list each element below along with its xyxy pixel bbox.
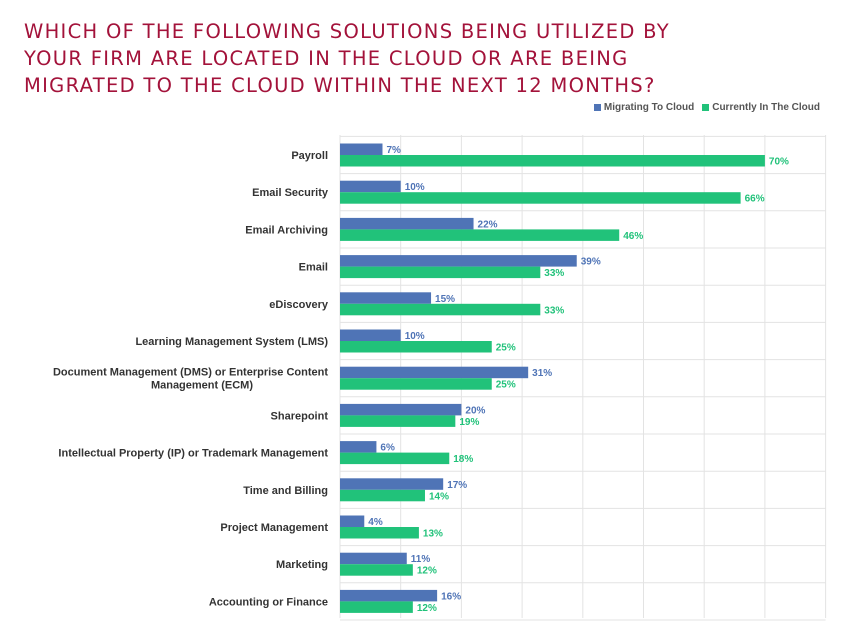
bar-migrating xyxy=(340,217,474,230)
bar-migrating xyxy=(340,329,401,341)
value-label-current: 70% xyxy=(769,157,789,168)
legend-item-migrating: Migrating To Cloud xyxy=(593,102,695,113)
category-label-line: Email Security xyxy=(252,187,329,199)
value-label-current: 66% xyxy=(745,194,765,205)
bar-current xyxy=(340,192,741,204)
bar-migrating xyxy=(340,180,401,193)
category-label-line: Intellectual Property (IP) or Trademark … xyxy=(58,448,328,460)
bar-current xyxy=(340,564,413,576)
category-label: Email Security xyxy=(252,187,329,199)
bar-migrating xyxy=(340,292,432,304)
category-label-line: Payroll xyxy=(291,150,328,162)
category-label: Email Archiving xyxy=(245,224,328,236)
value-label-current: 12% xyxy=(417,566,437,577)
value-label-migrating: 10% xyxy=(405,331,425,342)
category-label: eDiscovery xyxy=(269,299,329,311)
category-label: Email xyxy=(299,262,328,274)
bar-migrating xyxy=(340,366,529,379)
category-label-line: Project Management xyxy=(220,522,328,534)
value-label-migrating: 10% xyxy=(405,182,425,193)
category-label: Intellectual Property (IP) or Trademark … xyxy=(58,448,328,460)
chart-title: WHICH OF THE FOLLOWING SOLUTIONS BEING U… xyxy=(24,20,670,97)
legend-label-migrating: Migrating To Cloud xyxy=(603,102,695,113)
bar-current xyxy=(340,155,765,167)
bar-current xyxy=(340,527,419,539)
value-label-current: 46% xyxy=(623,231,643,242)
bar-current xyxy=(340,303,541,316)
category-label-line: Management (ECM) xyxy=(151,380,253,392)
bar-current xyxy=(340,266,541,279)
legend-item-current: Currently In The Cloud xyxy=(702,102,820,113)
category-label: Accounting or Finance xyxy=(209,596,328,608)
bar-migrating xyxy=(340,478,444,490)
bar-migrating xyxy=(340,589,438,602)
value-label-migrating: 39% xyxy=(581,257,601,268)
value-label-current: 18% xyxy=(453,454,473,465)
bar-current xyxy=(340,452,450,465)
category-label: Document Management (DMS) or Enterprise … xyxy=(53,367,328,392)
value-label-current: 12% xyxy=(417,603,437,614)
category-label: Time and Billing xyxy=(243,485,328,497)
bar-current xyxy=(340,415,456,427)
value-label-migrating: 15% xyxy=(435,294,455,305)
bar-migrating xyxy=(340,441,377,453)
bar-migrating xyxy=(340,552,407,565)
category-label-line: Email xyxy=(299,262,328,274)
category-label-line: Sharepoint xyxy=(271,410,329,422)
bar-migrating xyxy=(340,515,365,527)
category-label: Sharepoint xyxy=(271,410,329,422)
value-label-migrating: 22% xyxy=(478,219,498,230)
chart-legend: Migrating To Cloud Currently In The Clou… xyxy=(593,102,820,113)
bar-migrating xyxy=(340,403,462,416)
category-label: Payroll xyxy=(291,150,328,162)
bar-migrating xyxy=(340,255,577,267)
value-label-migrating: 17% xyxy=(447,480,467,491)
category-label-line: Document Management (DMS) or Enterprise … xyxy=(53,367,328,379)
category-label-line: Accounting or Finance xyxy=(209,596,328,608)
category-label: Marketing xyxy=(276,559,328,571)
value-label-migrating: 16% xyxy=(441,591,461,602)
category-label: Project Management xyxy=(220,522,328,534)
bar-current xyxy=(340,378,492,390)
category-label-line: Time and Billing xyxy=(243,485,328,497)
value-label-current: 25% xyxy=(496,343,516,354)
value-label-migrating: 20% xyxy=(465,405,485,416)
bar-current xyxy=(340,489,425,502)
value-label-migrating: 4% xyxy=(368,517,383,528)
category-label-line: eDiscovery xyxy=(269,299,329,311)
value-label-current: 19% xyxy=(459,417,479,428)
value-label-current: 33% xyxy=(544,268,564,279)
category-label: Learning Management System (LMS) xyxy=(135,336,328,348)
value-label-migrating: 7% xyxy=(386,145,401,156)
bar-current xyxy=(340,601,413,613)
value-label-migrating: 31% xyxy=(532,368,552,379)
value-label-current: 14% xyxy=(429,491,449,502)
value-label-current: 13% xyxy=(423,529,443,540)
value-label-current: 33% xyxy=(544,305,564,316)
value-label-migrating: 6% xyxy=(380,443,395,454)
bar-current xyxy=(340,229,620,241)
legend-swatch-migrating xyxy=(593,104,601,111)
category-label-line: Marketing xyxy=(276,559,328,571)
legend-swatch-current xyxy=(702,104,710,111)
legend-label-current: Currently In The Cloud xyxy=(712,102,820,113)
category-label-line: Learning Management System (LMS) xyxy=(135,336,328,348)
bar-current xyxy=(340,341,492,353)
value-label-migrating: 11% xyxy=(411,554,431,565)
bar-migrating xyxy=(340,143,383,155)
value-label-current: 25% xyxy=(496,380,516,391)
category-label-line: Email Archiving xyxy=(245,224,328,236)
